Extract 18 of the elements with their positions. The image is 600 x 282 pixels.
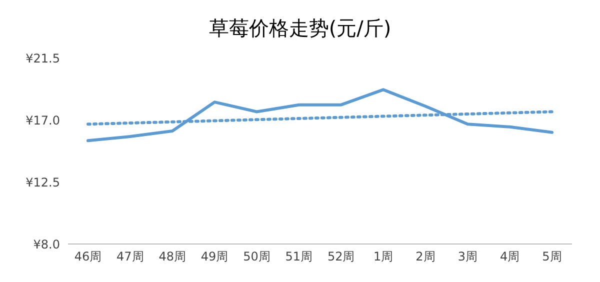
y-tick-label: ¥17.0 (26, 113, 60, 128)
y-tick-label: ¥8.0 (33, 237, 60, 252)
x-tick-label: 49周 (200, 250, 228, 264)
y-tick-label: ¥21.5 (26, 51, 60, 66)
line-series (86, 88, 554, 142)
x-tick-label: 1周 (373, 250, 394, 264)
x-tick-label: 51周 (285, 250, 313, 264)
x-tick-label: 4周 (500, 250, 520, 264)
x-tick-label: 2周 (416, 250, 436, 264)
x-tick-label: 47周 (116, 250, 144, 264)
x-tick-label: 5周 (542, 250, 562, 264)
x-tick-label: 48周 (158, 250, 186, 264)
x-tick-label: 52周 (327, 250, 355, 264)
y-tick-label: ¥12.5 (26, 175, 60, 190)
x-tick-label: 50周 (243, 250, 270, 264)
x-tick-label: 3周 (458, 250, 478, 264)
x-tick-label: 46周 (74, 250, 102, 264)
chart-title: 草莓价格走势(元/斤) (208, 15, 392, 42)
